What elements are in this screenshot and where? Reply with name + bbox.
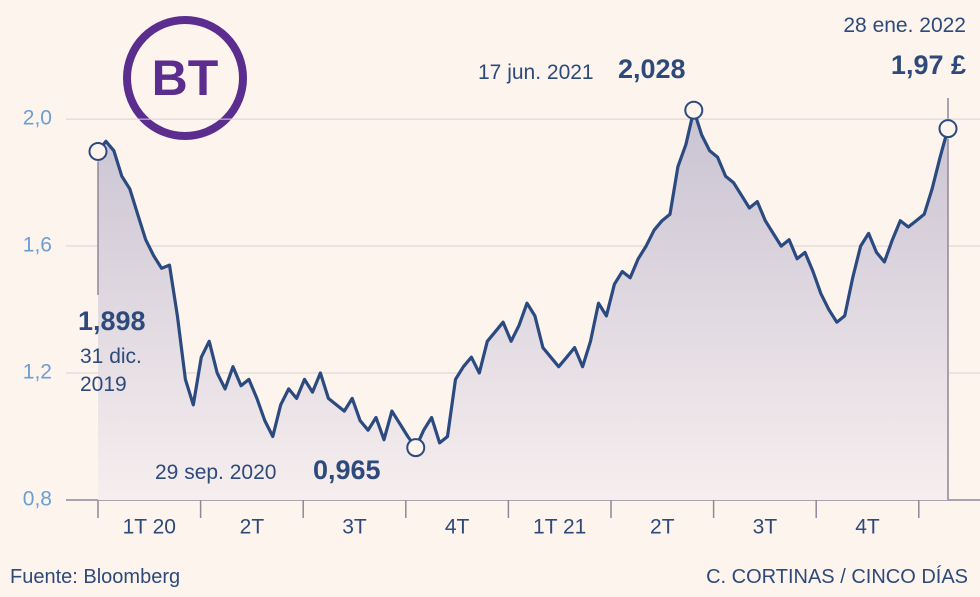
annotation-date: 31 dic. 2019 <box>80 345 142 396</box>
y-tick-label: 2,0 <box>23 107 52 130</box>
area <box>98 110 948 500</box>
annotation-value: 1,898 <box>78 306 146 336</box>
credit: C. CORTINAS / CINCO DÍAS <box>706 566 968 588</box>
logo-ring <box>123 16 247 140</box>
x-tick-label: 1T 20 <box>123 516 176 539</box>
annotation-value: 1,97 £ <box>890 50 966 80</box>
annotation-point <box>684 100 704 120</box>
annotation-point <box>406 438 426 458</box>
x-tick-label: 4T <box>445 516 470 539</box>
annotation-point <box>938 119 958 139</box>
source: Fuente: Bloomberg <box>10 566 181 588</box>
x-tick-label: 4T <box>855 516 880 539</box>
annotation-value: 0,965 <box>313 455 381 485</box>
x-tick-label: 2T <box>240 516 265 539</box>
x-tick-label: 3T <box>342 516 367 539</box>
x-tick-label: 1T 21 <box>533 516 586 539</box>
annotation-value: 2,028 <box>618 54 686 84</box>
annotation-date: 17 jun. 2021 <box>478 61 594 84</box>
y-tick-label: 1,6 <box>23 234 52 257</box>
x-tick-label: 3T <box>753 516 778 539</box>
y-tick-label: 1,2 <box>23 361 52 384</box>
line <box>96 108 950 450</box>
x-tick-label: 2T <box>650 516 675 539</box>
y-tick-label: 0,8 <box>23 488 52 511</box>
annotation-point <box>88 141 108 161</box>
annotation-date: 29 sep. 2020 <box>155 461 277 484</box>
logo: BT <box>152 50 219 106</box>
annotation-date: 28 ene. 2022 <box>843 14 966 37</box>
